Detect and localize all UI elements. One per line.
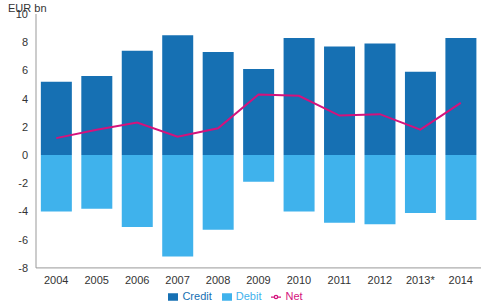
svg-text:0: 0: [22, 149, 28, 161]
svg-text:2010: 2010: [287, 274, 311, 286]
svg-text:10: 10: [16, 8, 28, 20]
svg-text:2009: 2009: [246, 274, 270, 286]
svg-text:-6: -6: [18, 234, 28, 246]
svg-text:2006: 2006: [125, 274, 149, 286]
svg-text:2012: 2012: [368, 274, 392, 286]
svg-text:6: 6: [22, 64, 28, 76]
svg-text:8: 8: [22, 36, 28, 48]
svg-text:2011: 2011: [328, 274, 352, 286]
svg-text:2014: 2014: [449, 274, 473, 286]
svg-text:2005: 2005: [84, 274, 108, 286]
svg-text:-4: -4: [18, 205, 28, 217]
svg-text:2007: 2007: [165, 274, 189, 286]
svg-text:2008: 2008: [206, 274, 230, 286]
svg-text:-2: -2: [18, 177, 28, 189]
svg-text:4: 4: [22, 93, 28, 105]
svg-text:-8: -8: [18, 262, 28, 274]
svg-text:2: 2: [22, 121, 28, 133]
svg-text:2013*: 2013*: [406, 274, 435, 286]
svg-text:2004: 2004: [44, 274, 68, 286]
